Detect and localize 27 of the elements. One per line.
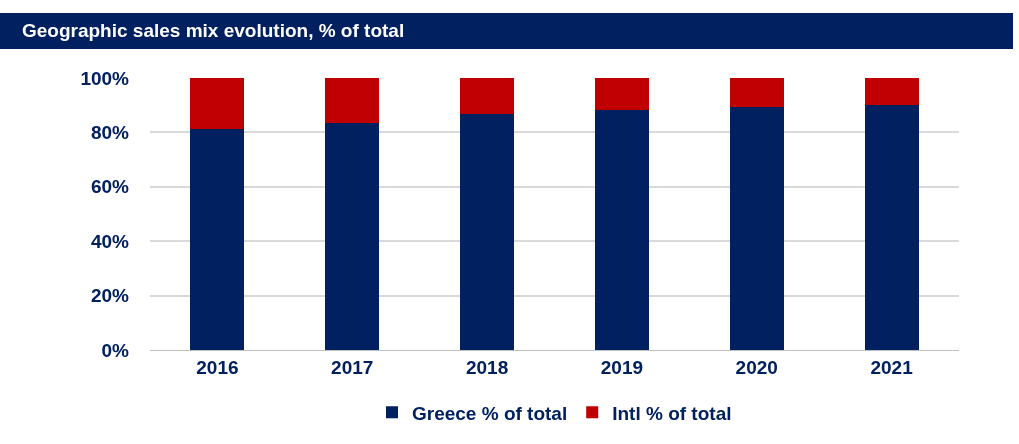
x-tick-label: 2016: [196, 356, 239, 378]
y-tick-label: 20%: [90, 285, 130, 307]
bar: [864, 105, 919, 350]
x-tick-label: 2019: [600, 356, 644, 378]
legend-label: Greece % of total: [412, 402, 568, 424]
x-tick-label: 2017: [331, 356, 374, 378]
bar: [460, 78, 515, 114]
bar: [729, 106, 784, 350]
x-tick-label: 2021: [870, 356, 914, 378]
legend-label: Intl % of total: [612, 402, 732, 424]
bar: [325, 78, 380, 124]
y-tick-label: 0%: [101, 339, 130, 361]
bar: [460, 113, 515, 350]
bar: [729, 78, 784, 107]
bar: [594, 109, 649, 350]
bar: [594, 78, 649, 110]
y-tick-label: 40%: [90, 230, 130, 252]
x-tick-label: 2020: [735, 356, 778, 378]
bar: [190, 129, 245, 350]
y-tick-label: 80%: [90, 122, 130, 144]
bar: [325, 123, 380, 350]
chart-title: Geographic sales mix evolution, % of total: [0, 13, 1013, 49]
bar: [190, 78, 245, 130]
x-tick-label: 2018: [465, 356, 509, 378]
bar: [864, 78, 919, 106]
y-tick-label: 100%: [80, 67, 130, 89]
y-tick-label: 60%: [90, 176, 130, 198]
